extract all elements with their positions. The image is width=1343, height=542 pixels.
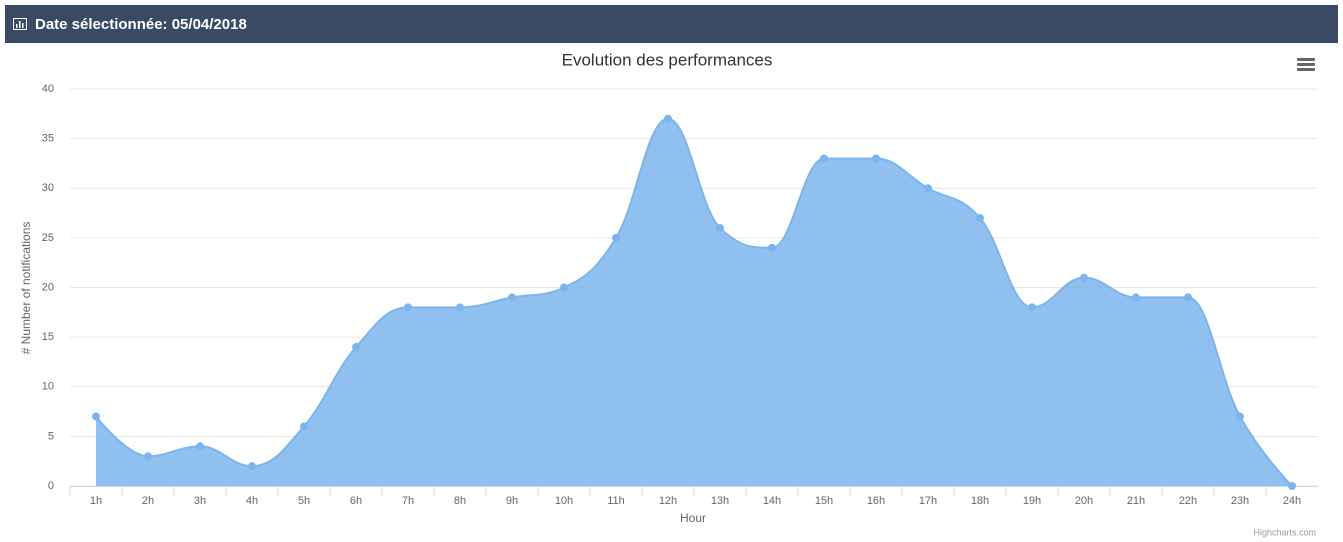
data-point bbox=[768, 243, 776, 252]
data-point bbox=[976, 214, 984, 223]
x-tick-label: 14h bbox=[763, 495, 781, 507]
x-tick-label: 7h bbox=[402, 495, 414, 507]
x-tick-label: 12h bbox=[659, 495, 677, 507]
data-point bbox=[820, 154, 828, 163]
data-point bbox=[300, 422, 308, 431]
data-point bbox=[92, 412, 100, 421]
data-point bbox=[664, 114, 672, 123]
x-tick-label: 20h bbox=[1075, 495, 1093, 507]
menu-bar[interactable] bbox=[1297, 58, 1315, 61]
x-tick-label: 2h bbox=[142, 495, 154, 507]
menu-button[interactable] bbox=[1297, 58, 1315, 71]
y-tick-label: 25 bbox=[42, 232, 54, 244]
chart: Evolution des performances Hour # Number… bbox=[19, 50, 1318, 537]
menu-bar[interactable] bbox=[1297, 68, 1315, 71]
data-point bbox=[872, 154, 880, 163]
data-point bbox=[1028, 303, 1036, 312]
data-point bbox=[1236, 412, 1244, 421]
data-point bbox=[248, 462, 256, 471]
credits[interactable]: Highcharts.com bbox=[1253, 527, 1316, 537]
data-point bbox=[716, 223, 724, 232]
x-tick-label: 3h bbox=[194, 495, 206, 507]
y-tick-label: 5 bbox=[48, 430, 54, 442]
y-tick-label: 40 bbox=[42, 83, 54, 95]
y-tick-label: 15 bbox=[42, 331, 54, 343]
panel-header: Date sélectionnée: 05/04/2018 bbox=[5, 5, 1338, 43]
x-tick-label: 8h bbox=[454, 495, 466, 507]
data-point bbox=[144, 452, 152, 461]
x-tick-label: 19h bbox=[1023, 495, 1041, 507]
x-tick-label: 23h bbox=[1231, 495, 1249, 507]
y-tick-label: 30 bbox=[42, 182, 54, 194]
x-tick-label: 4h bbox=[246, 495, 258, 507]
y-axis-title: # Number of notifications bbox=[19, 222, 33, 355]
x-tick-label: 10h bbox=[555, 495, 573, 507]
x-tick-label: 15h bbox=[815, 495, 833, 507]
x-tick-label: 11h bbox=[607, 495, 625, 507]
data-point bbox=[924, 184, 932, 193]
menu-bar[interactable] bbox=[1297, 63, 1315, 66]
data-point bbox=[352, 343, 360, 352]
y-tick-label: 35 bbox=[42, 133, 54, 145]
data-point bbox=[1080, 273, 1088, 282]
x-tick-label: 21h bbox=[1127, 495, 1145, 507]
x-tick-label: 24h bbox=[1283, 495, 1301, 507]
data-point bbox=[612, 233, 620, 242]
x-tick-label: 16h bbox=[867, 495, 885, 507]
x-tick-label: 1h bbox=[90, 495, 102, 507]
data-point bbox=[1184, 293, 1192, 302]
data-point bbox=[404, 303, 412, 312]
x-tick-label: 6h bbox=[350, 495, 362, 507]
data-point bbox=[196, 442, 204, 451]
x-tick-label: 5h bbox=[298, 495, 310, 507]
data-point bbox=[508, 293, 516, 302]
data-point bbox=[560, 283, 568, 292]
data-point bbox=[1288, 482, 1296, 490]
x-tick-label: 9h bbox=[506, 495, 518, 507]
data-point bbox=[1132, 293, 1140, 302]
area-fill bbox=[96, 118, 1292, 487]
chart-icon bbox=[13, 18, 27, 30]
x-tick-label: 13h bbox=[711, 495, 729, 507]
x-tick-label: 22h bbox=[1179, 495, 1197, 507]
x-axis-title: Hour bbox=[680, 511, 706, 525]
chart-title: Evolution des performances bbox=[562, 50, 773, 69]
y-tick-label: 10 bbox=[42, 381, 54, 393]
y-tick-label: 20 bbox=[42, 281, 54, 293]
y-tick-label: 0 bbox=[48, 480, 54, 492]
header-title: Date sélectionnée: 05/04/2018 bbox=[35, 15, 247, 33]
x-tick-label: 17h bbox=[919, 495, 937, 507]
data-point bbox=[456, 303, 464, 312]
x-tick-label: 18h bbox=[971, 495, 989, 507]
